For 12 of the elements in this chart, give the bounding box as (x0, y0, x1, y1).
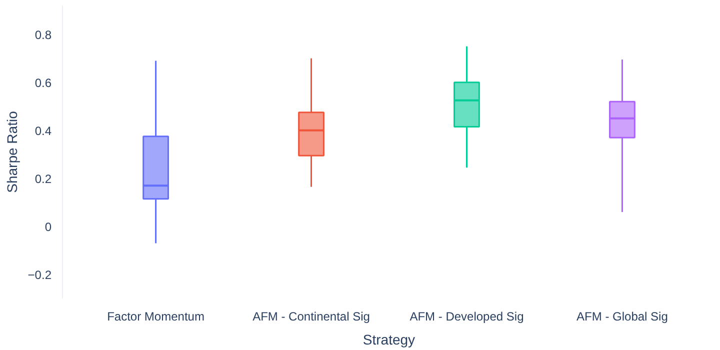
x-tick-label: AFM - Continental Sig (252, 310, 370, 324)
y-tick-label: 0.4 (34, 124, 52, 138)
y-axis-title: Sharpe Ratio (4, 110, 20, 193)
x-tick-label: AFM - Global Sig (576, 310, 668, 324)
y-tick-label: 0.8 (34, 28, 52, 42)
y-tick-label: 0 (44, 220, 52, 234)
x-tick-label: Factor Momentum (107, 310, 204, 324)
x-axis-title: Strategy (362, 332, 416, 348)
y-tick-label: 0.6 (34, 76, 52, 90)
y-tick-label: −0.2 (28, 268, 52, 282)
x-tick-label: AFM - Developed Sig (410, 310, 524, 324)
y-tick-label: 0.2 (34, 172, 52, 186)
